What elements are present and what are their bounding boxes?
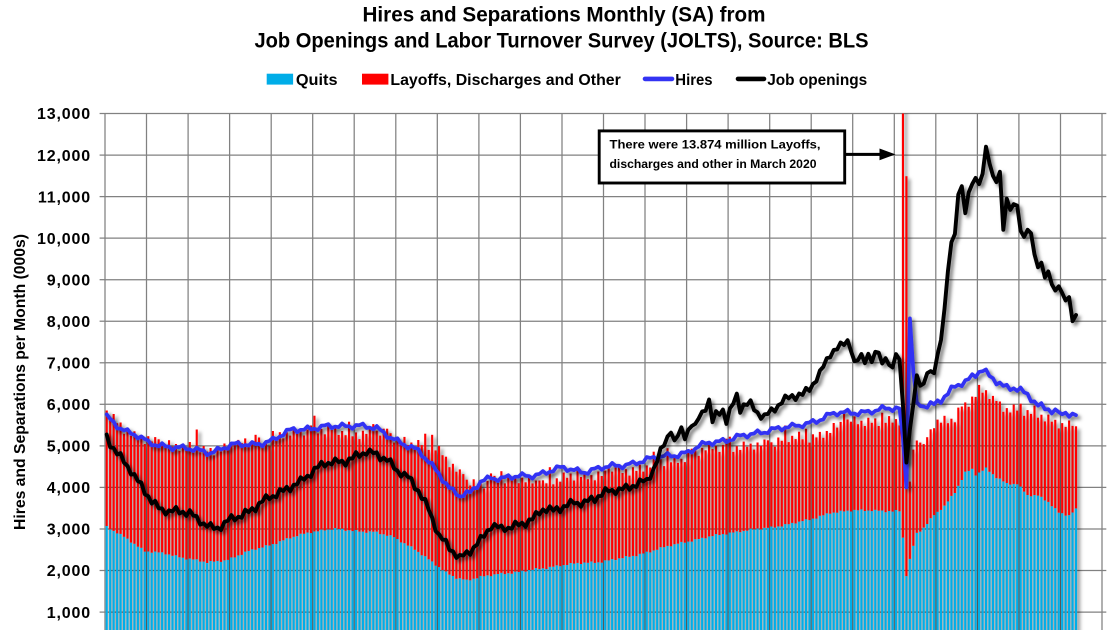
svg-text:Hires and Separations Monthly: Hires and Separations Monthly (SA) from (363, 3, 766, 27)
svg-text:Quits: Quits (296, 72, 338, 89)
svg-text:5,000: 5,000 (47, 439, 91, 456)
svg-text:9,000: 9,000 (47, 272, 91, 289)
svg-text:13,000: 13,000 (37, 106, 91, 123)
svg-text:11,000: 11,000 (38, 189, 91, 206)
svg-text:4,000: 4,000 (47, 480, 91, 497)
svg-text:6,000: 6,000 (47, 397, 91, 414)
svg-text:8,000: 8,000 (47, 314, 91, 331)
svg-text:Job openings: Job openings (767, 72, 867, 89)
svg-text:discharges and other in March: discharges and other in March 2020 (610, 157, 817, 171)
svg-text:7,000: 7,000 (47, 356, 91, 373)
svg-text:1,000: 1,000 (47, 605, 91, 622)
svg-text:10,000: 10,000 (37, 231, 91, 248)
svg-text:12,000: 12,000 (37, 148, 91, 165)
svg-text:Layoffs, Discharges and Other: Layoffs, Discharges and Other (390, 72, 620, 89)
svg-text:There were 13.874 million Layo: There were 13.874 million Layoffs, (610, 138, 821, 152)
svg-text:Hires and Separations per Mont: Hires and Separations per Month (000s) (12, 234, 29, 530)
svg-text:3,000: 3,000 (47, 522, 91, 539)
svg-text:Job Openings and Labor Turnove: Job Openings and Labor Turnover Survey (… (255, 29, 869, 53)
svg-text:Hires: Hires (675, 72, 712, 89)
svg-text:2,000: 2,000 (47, 563, 91, 580)
